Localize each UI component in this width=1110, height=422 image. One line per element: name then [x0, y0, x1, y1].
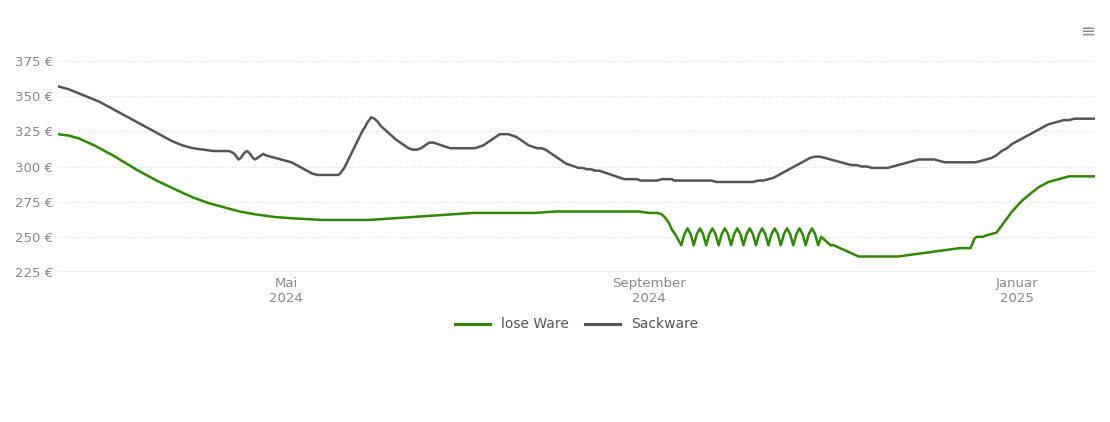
Text: ≡: ≡ — [1080, 22, 1094, 40]
Legend: lose Ware, Sackware: lose Ware, Sackware — [450, 312, 704, 337]
